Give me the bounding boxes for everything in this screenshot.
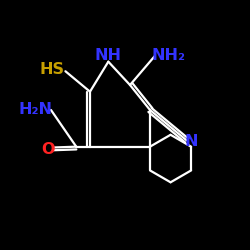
Text: O: O (42, 142, 55, 158)
Text: NH: NH (95, 48, 122, 62)
Text: N: N (185, 134, 198, 149)
Text: HS: HS (39, 62, 64, 78)
Text: H₂N: H₂N (19, 102, 53, 118)
Text: NH₂: NH₂ (151, 48, 185, 62)
